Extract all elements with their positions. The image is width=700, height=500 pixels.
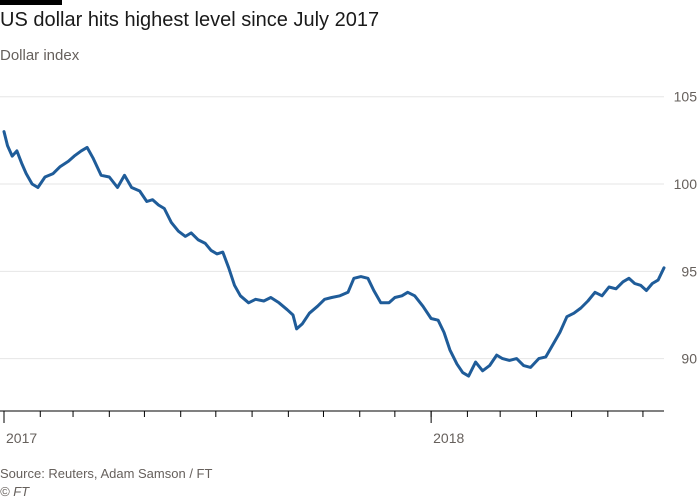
chart-subtitle: Dollar index xyxy=(0,47,80,64)
series-layer xyxy=(2,130,666,378)
y-tick-label-90: 90 xyxy=(681,351,697,367)
x-tick-label-2018: 2018 xyxy=(433,430,464,446)
brand-bar xyxy=(0,0,62,5)
series-line-dollar-index xyxy=(2,130,666,378)
chart-title: US dollar hits highest level since July … xyxy=(0,9,380,31)
y-axis-tick-labels: 90 95 100 105 xyxy=(674,89,698,367)
y-tick-label-95: 95 xyxy=(681,263,697,279)
x-axis: 2017 2018 xyxy=(0,410,664,446)
gridlines xyxy=(0,96,664,360)
copyright-note: © FT xyxy=(0,484,30,499)
y-tick-label-100: 100 xyxy=(674,176,698,192)
y-tick-label-105: 105 xyxy=(674,89,698,105)
x-tick-label-2017: 2017 xyxy=(6,430,37,446)
source-note: Source: Reuters, Adam Samson / FT xyxy=(0,466,213,481)
